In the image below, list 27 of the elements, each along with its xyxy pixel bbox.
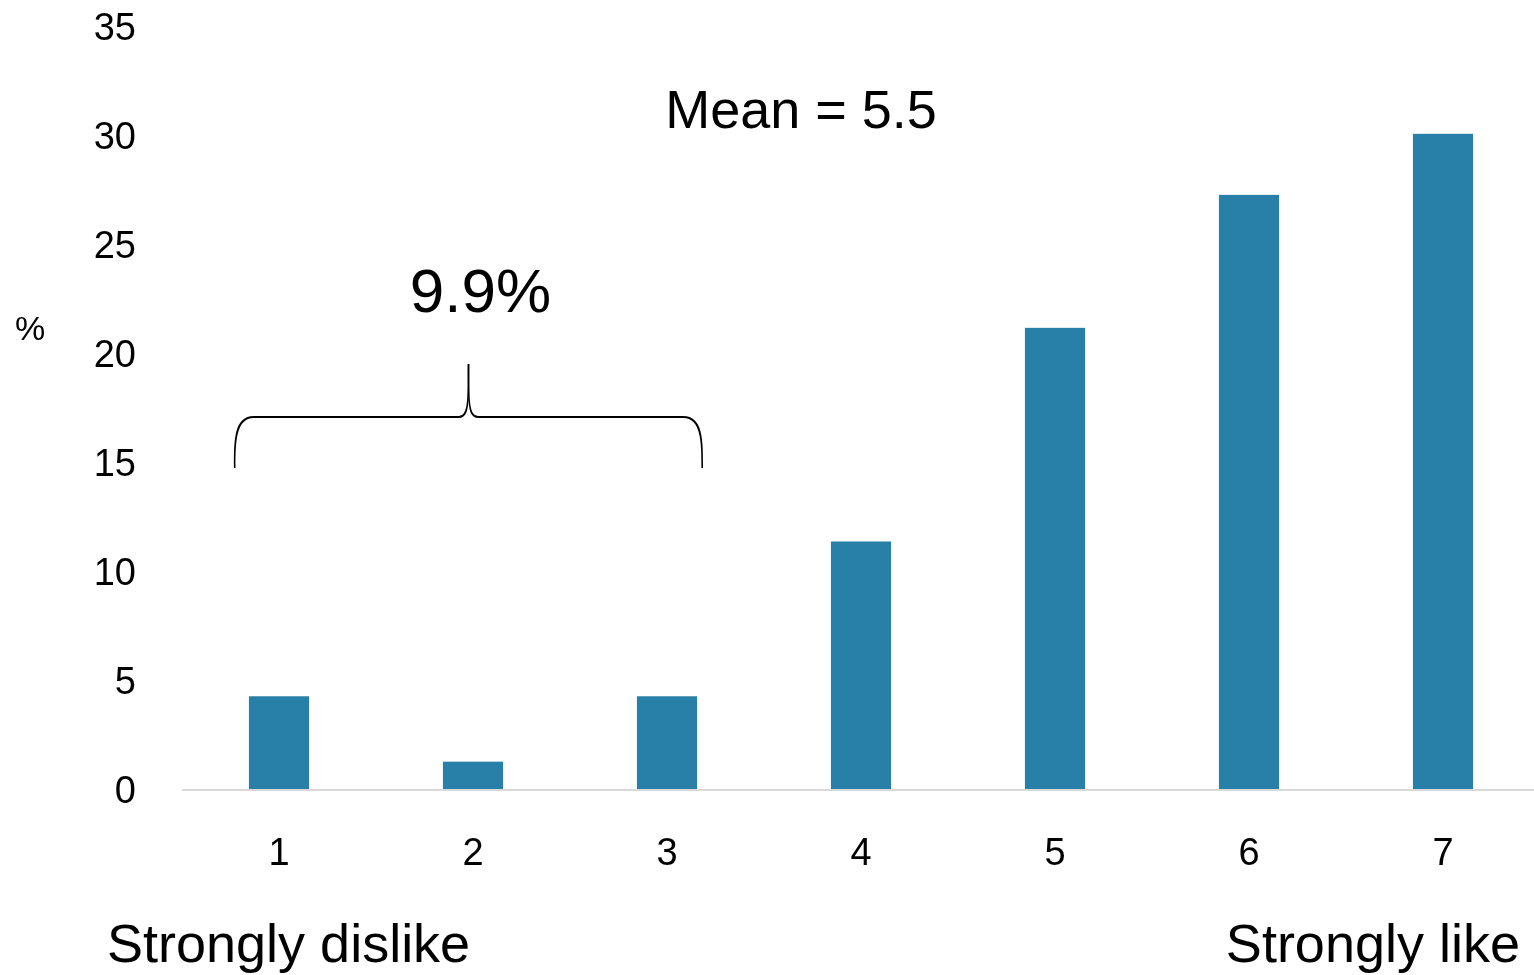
bar	[1024, 327, 1086, 790]
x-tick-label: 2	[462, 831, 484, 874]
y-tick-label: 10	[93, 551, 136, 594]
bar	[1412, 133, 1474, 790]
x-tick-label: 5	[1044, 831, 1066, 874]
y-tick-label: 30	[93, 115, 136, 158]
bar	[830, 541, 892, 790]
y-tick-label: 15	[93, 442, 136, 485]
x-tick-label: 6	[1238, 831, 1260, 874]
annotation: Mean = 5.5	[665, 79, 937, 139]
y-axis-title: %	[14, 308, 46, 347]
x-tick-label: 1	[268, 831, 290, 874]
text: Strongly dislike	[107, 913, 471, 973]
y-tick-label: 20	[93, 333, 136, 376]
bar	[636, 696, 698, 790]
annotation: 9.9%	[409, 256, 552, 325]
y-tick-label: 35	[93, 6, 136, 49]
x-tick-label: 3	[656, 831, 678, 874]
text: Strongly like	[1225, 913, 1520, 973]
y-tick-label: 5	[114, 660, 136, 703]
x-tick-label: 4	[850, 831, 872, 874]
bar	[442, 761, 504, 790]
y-tick-label: 0	[114, 769, 136, 812]
x-tick-label: 7	[1432, 831, 1454, 874]
y-tick-label: 25	[93, 224, 136, 267]
bar	[248, 696, 310, 790]
bar	[1218, 194, 1280, 790]
